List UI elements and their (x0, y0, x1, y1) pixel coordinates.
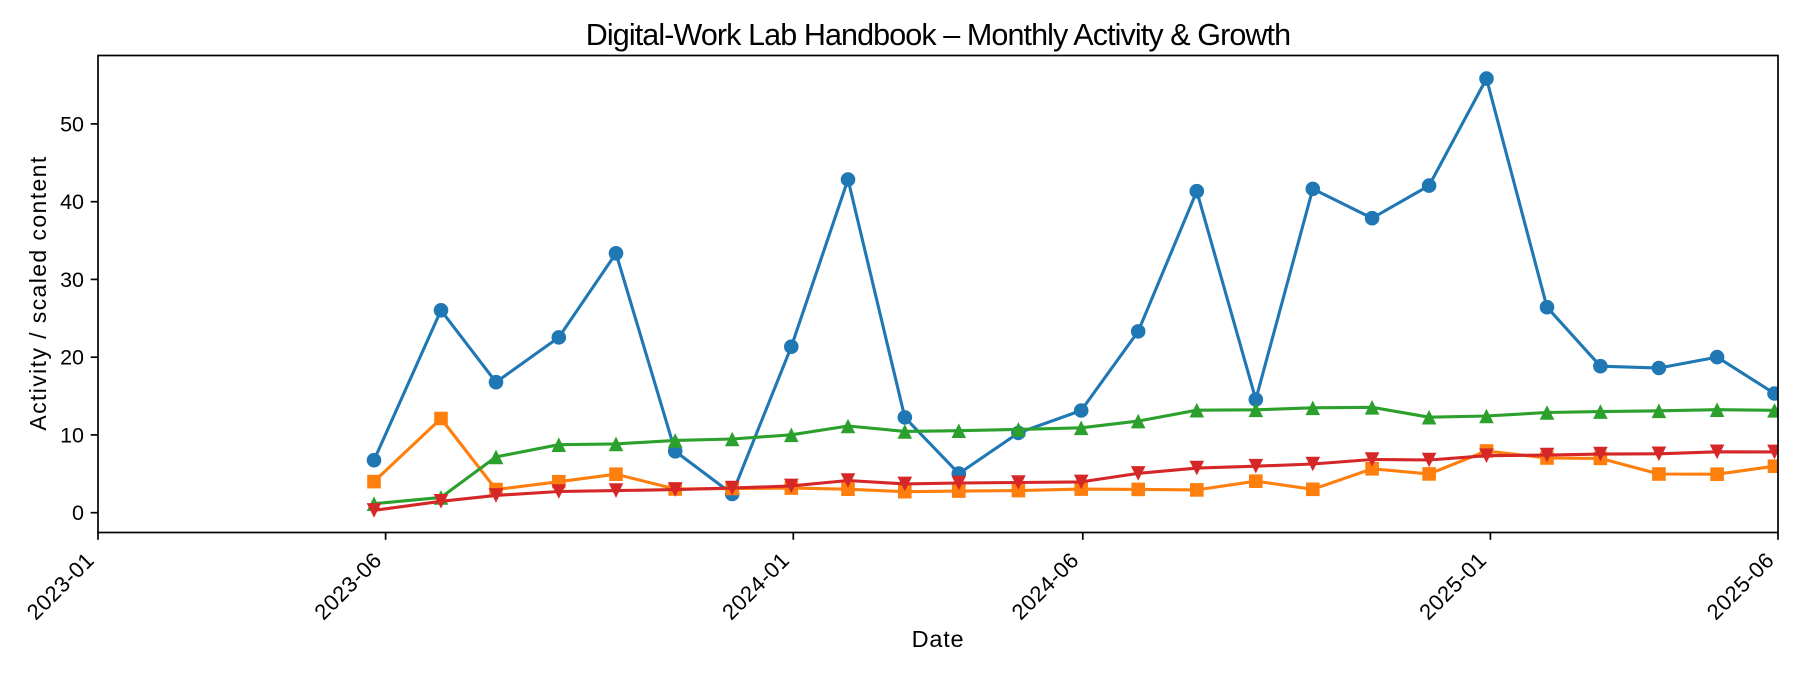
svg-text:10: 10 (60, 423, 84, 447)
svg-text:Date: Date (912, 626, 965, 652)
svg-text:50: 50 (60, 112, 84, 136)
svg-text:40: 40 (60, 190, 84, 214)
svg-text:30: 30 (60, 268, 84, 292)
svg-text:Digital-Work Lab Handbook – Mo: Digital-Work Lab Handbook – Monthly Acti… (586, 18, 1290, 52)
svg-text:20: 20 (60, 346, 84, 370)
svg-text:Activity / scaled content: Activity / scaled content (25, 155, 51, 430)
svg-text:0: 0 (72, 501, 84, 525)
